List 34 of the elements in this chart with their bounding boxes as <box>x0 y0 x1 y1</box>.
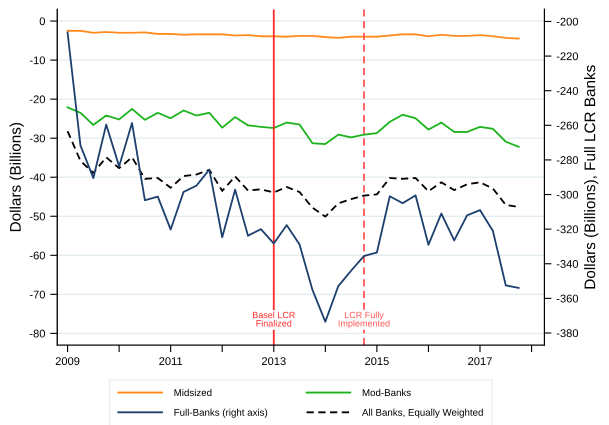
x-tick-label: 2009 <box>56 357 80 366</box>
y2-tick-label: -340 <box>556 260 578 268</box>
y2-tick-label: -360 <box>556 294 578 303</box>
y2-tick-label: -300 <box>556 190 578 199</box>
ref-line-label: LCR Fully Implemented <box>338 312 390 328</box>
legend-label: Midsized <box>174 388 212 396</box>
y2-tick-label: -240 <box>556 86 578 95</box>
y-tick-label: -10 <box>30 56 46 64</box>
y-axis-title: Dollars (Billions) <box>10 122 24 232</box>
x-tick-label: 2017 <box>468 357 492 366</box>
y-tick-label: 0 <box>40 17 46 26</box>
x-tick-label: 2013 <box>262 357 286 366</box>
y2-axis-title: Dollars (Billions), Full LCR Banks <box>584 65 598 288</box>
y2-tick-label: -200 <box>556 18 578 26</box>
y2-tick-label: -320 <box>556 225 578 234</box>
line-series <box>66 106 520 148</box>
y-tick-label: -30 <box>30 134 46 142</box>
y-tick-label: -60 <box>30 252 46 260</box>
y-tick-label: -50 <box>30 212 46 220</box>
line-series <box>66 30 520 40</box>
y-tick-label: -70 <box>30 290 46 298</box>
y2-tick-label: -220 <box>556 52 578 60</box>
x-tick-label: 2011 <box>159 357 182 366</box>
x-tick-label: 2015 <box>365 357 389 366</box>
y2-tick-label: -380 <box>556 329 578 338</box>
y2-tick-label: -260 <box>556 122 578 130</box>
ref-line-label: Basel LCR Finalized <box>252 312 295 327</box>
y2-tick-label: -280 <box>556 156 578 164</box>
y-tick-label: -20 <box>30 95 46 104</box>
legend-label: All Banks, Equally Weighted <box>362 408 483 418</box>
legend-label: Full-Banks (right axis) <box>174 408 268 418</box>
y-tick-label: -40 <box>30 173 46 182</box>
legend-label: Mod-Banks <box>362 388 411 396</box>
y-tick-label: -80 <box>30 330 46 338</box>
